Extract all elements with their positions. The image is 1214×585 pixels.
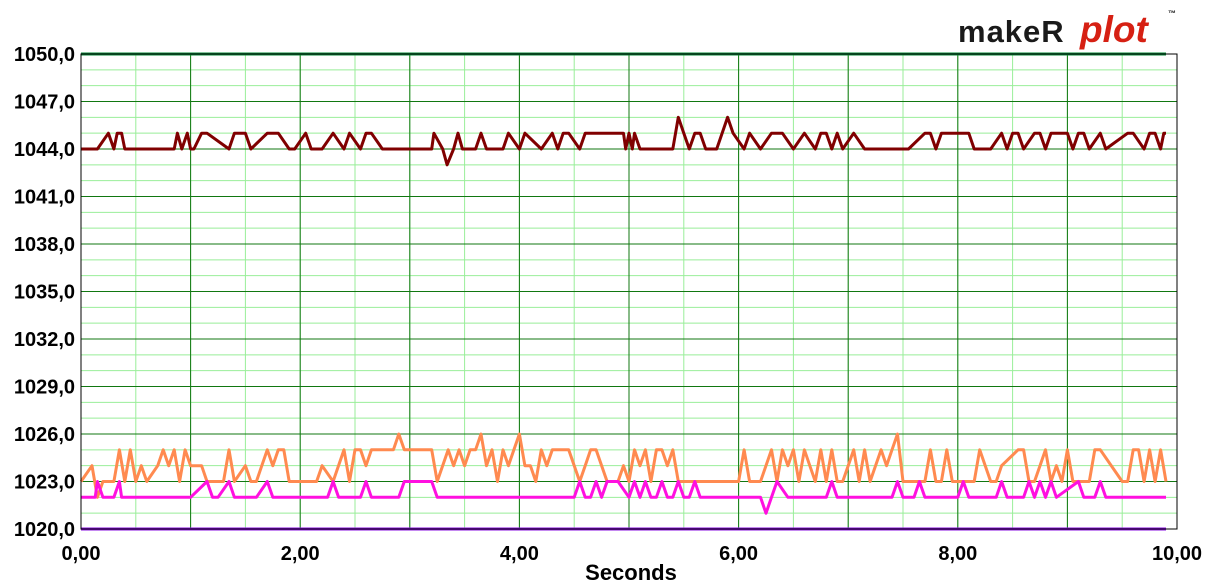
- y-tick-label: 1038,0: [14, 234, 75, 256]
- x-tick-label: 2,00: [281, 543, 320, 565]
- plot-border: [80, 53, 1178, 530]
- series-line-2: [79, 432, 1168, 499]
- y-tick-label: 1026,0: [14, 424, 75, 446]
- x-tick-label: 6,00: [719, 543, 758, 565]
- x-tick-label: 10,00: [1152, 543, 1202, 565]
- series-line-3: [81, 480, 1166, 515]
- logo-text-make: makeR: [958, 14, 1065, 49]
- y-tick-label: 1047,0: [14, 92, 75, 114]
- y-tick-label: 1032,0: [14, 329, 75, 351]
- logo-trademark: ™: [1168, 9, 1176, 18]
- y-tick-label: 1023,0: [14, 472, 75, 494]
- y-tick-label: 1029,0: [14, 377, 75, 399]
- series-line-1: [81, 115, 1166, 167]
- y-axis-ticks: 1050,0 1047,0 1044,0 1041,0 1038,0 1035,0 1032…: [14, 44, 75, 541]
- y-tick-label: 1035,0: [14, 282, 75, 304]
- y-tick-label: 1050,0: [14, 44, 75, 66]
- y-tick-label: 1020,0: [14, 519, 75, 541]
- y-tick-label: 1044,0: [14, 139, 75, 161]
- logo-text-plot: plot: [1079, 9, 1149, 50]
- x-tick-label: 4,00: [500, 543, 539, 565]
- grid: [80, 53, 1178, 530]
- x-tick-label: 0,00: [62, 543, 101, 565]
- x-axis-label: Seconds: [585, 560, 677, 585]
- x-axis-ticks: 0,00 2,00 4,00 6,00 8,00 10,00: [62, 543, 1203, 565]
- y-tick-label: 1041,0: [14, 187, 75, 209]
- makerplot-logo: makeR plot ™: [958, 9, 1176, 50]
- x-tick-label: 8,00: [938, 543, 977, 565]
